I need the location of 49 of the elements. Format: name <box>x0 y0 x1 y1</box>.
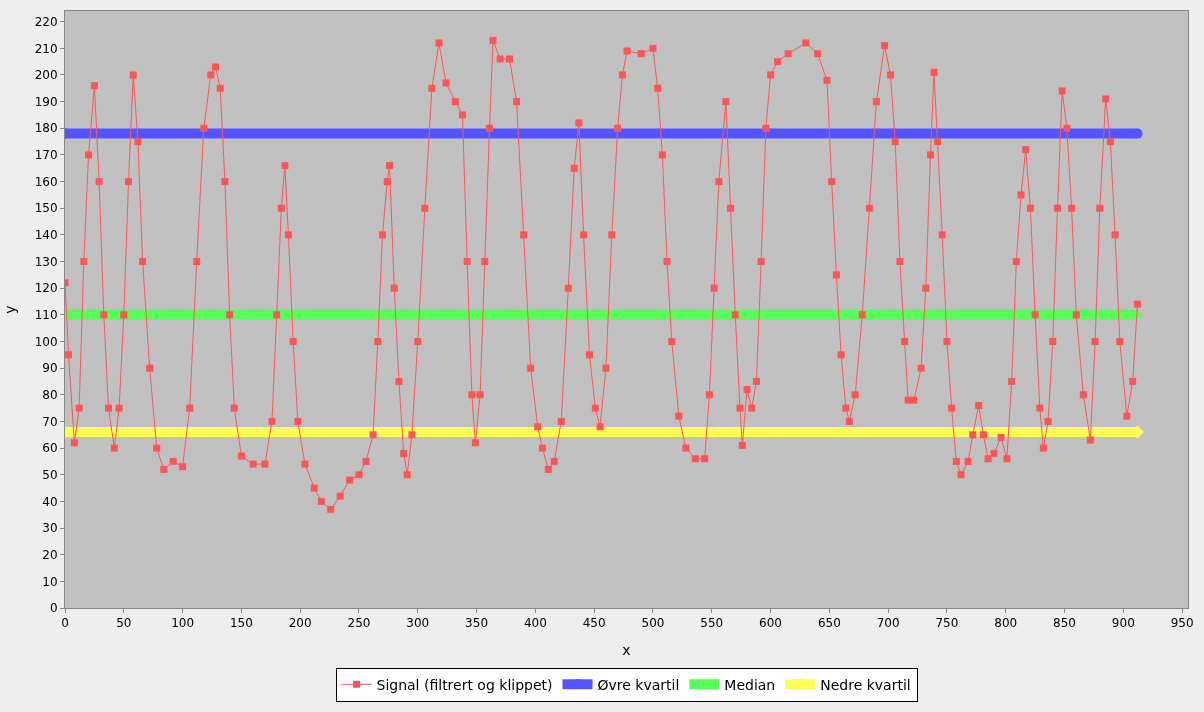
x-tick-label: 300 <box>406 616 430 631</box>
y-tick-label: 30 <box>42 521 58 536</box>
y-tick-label: 200 <box>34 68 58 83</box>
y-tick-label: 190 <box>34 94 58 109</box>
y-tick-label: 160 <box>34 174 58 189</box>
y-tick-label: 40 <box>42 494 58 509</box>
x-tick-label: 350 <box>465 616 489 631</box>
x-tick-label: 200 <box>288 616 312 631</box>
y-tick-label: 210 <box>34 41 58 56</box>
y-tick-label: 90 <box>42 361 58 376</box>
x-tick-label: 650 <box>817 616 841 631</box>
x-tick-label: 250 <box>347 616 371 631</box>
y-tick-label: 140 <box>34 228 58 243</box>
x-tick-label: 400 <box>523 616 547 631</box>
y-axis-title: y <box>2 305 19 314</box>
y-tick-label: 10 <box>42 574 58 589</box>
x-tick-label: 100 <box>171 616 195 631</box>
y-tick-label: 100 <box>34 334 58 349</box>
y-tick-label: 130 <box>34 254 58 269</box>
y-tick-label: 170 <box>34 148 58 163</box>
x-tick-label: 50 <box>116 616 132 631</box>
x-tick-label: 900 <box>1111 616 1135 631</box>
x-tick-label: 850 <box>1053 616 1076 631</box>
x-tick-label: 550 <box>700 616 724 631</box>
x-axis-title: x <box>622 641 631 658</box>
x-tick-label: 750 <box>935 616 959 631</box>
legend-label: Median <box>724 676 776 693</box>
y-tick-label: 120 <box>34 281 58 296</box>
y-tick-label: 50 <box>42 467 58 482</box>
x-tick-label: 500 <box>641 616 665 631</box>
y-tick-label: 110 <box>34 308 58 323</box>
x-tick-label: 450 <box>582 616 606 631</box>
x-tick-label: 0 <box>61 616 69 631</box>
legend-label: Øvre kvartil <box>597 676 680 693</box>
y-tick-label: 0 <box>49 601 58 616</box>
y-tick-label: 60 <box>42 441 58 456</box>
x-tick-label: 600 <box>759 616 782 631</box>
y-tick-label: 70 <box>42 414 58 429</box>
x-tick-label: 950 <box>1170 616 1194 631</box>
y-tick-label: 150 <box>34 201 58 216</box>
y-tick-label: 20 <box>42 547 58 562</box>
y-tick-label: 220 <box>34 14 58 29</box>
x-tick-label: 800 <box>994 616 1018 631</box>
y-tick-label: 80 <box>42 387 58 402</box>
x-tick-label: 150 <box>229 616 253 631</box>
x-tick-label: 700 <box>876 616 900 631</box>
legend-label: Signal (filtrert og klippet) <box>376 676 553 693</box>
y-tick-label: 180 <box>34 121 58 136</box>
legend-label: Nedre kvartil <box>820 676 911 693</box>
